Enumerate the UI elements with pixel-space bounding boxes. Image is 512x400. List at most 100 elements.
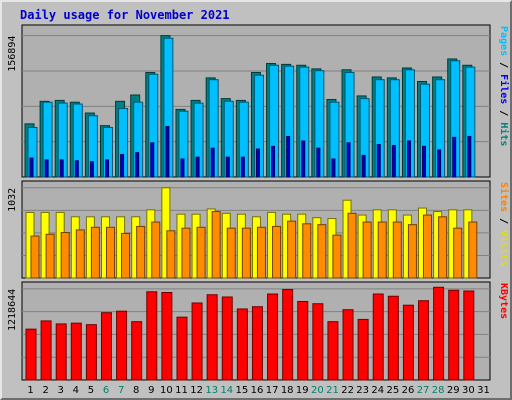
- bar-kbytes-day-30: [463, 290, 475, 381]
- bar-sites-day-25: [392, 221, 402, 279]
- bar-pages-day-25: [391, 144, 396, 178]
- x-tick-label-14: 14: [220, 385, 233, 396]
- x-tick-label-20: 20: [311, 385, 324, 396]
- x-tick-label-3: 3: [58, 385, 64, 396]
- series-label-part: Visits: [498, 230, 510, 266]
- bar-pages-day-11: [180, 158, 185, 178]
- bar-kbytes-day-15: [236, 308, 248, 381]
- x-tick-label-30: 30: [462, 385, 475, 396]
- series-label-part: KBytes: [498, 283, 509, 319]
- series-label-visits-sites: Sites / Visits: [498, 182, 510, 266]
- bar-kbytes-day-10: [161, 291, 173, 381]
- bar-pages-day-23: [361, 154, 366, 178]
- bar-pages-day-24: [376, 144, 381, 178]
- x-tick-label-16: 16: [251, 385, 264, 396]
- bar-pages-day-8: [135, 152, 140, 178]
- x-tick-label-28: 28: [432, 385, 445, 396]
- bar-kbytes-day-16: [251, 306, 263, 381]
- series-label-part: Pages: [498, 26, 509, 56]
- bar-pages-day-17: [271, 145, 276, 178]
- bar-sites-day-27: [423, 214, 433, 279]
- series-label-part: /: [498, 104, 509, 122]
- bar-pages-day-19: [301, 140, 306, 178]
- x-tick-label-31: 31: [477, 385, 490, 396]
- bar-pages-day-20: [316, 147, 321, 178]
- bar-kbytes-day-7: [116, 310, 128, 381]
- bar-kbytes-day-20: [312, 303, 324, 381]
- bar-sites-day-4: [75, 229, 85, 279]
- bar-kbytes-day-17: [267, 293, 279, 381]
- bar-kbytes-day-21: [327, 321, 339, 381]
- bar-sites-day-6: [105, 226, 115, 279]
- x-tick-label-4: 4: [73, 385, 79, 396]
- bar-kbytes-day-26: [402, 304, 414, 381]
- bar-pages-day-30: [467, 135, 472, 178]
- series-label-part: /: [498, 212, 509, 230]
- bar-sites-day-16: [256, 226, 266, 279]
- x-tick-label-6: 6: [103, 385, 109, 396]
- series-label-kbytes: KBytes: [498, 283, 509, 319]
- x-tick-label-15: 15: [236, 385, 249, 396]
- x-tick-label-24: 24: [371, 385, 384, 396]
- x-tick-label-23: 23: [356, 385, 369, 396]
- bar-pages-day-28: [437, 149, 442, 178]
- bar-sites-day-8: [136, 225, 146, 279]
- bar-sites-day-23: [362, 221, 372, 279]
- bar-kbytes-day-3: [55, 323, 67, 381]
- bar-pages-day-14: [225, 156, 230, 178]
- bar-sites-day-19: [302, 223, 312, 279]
- bar-sites-day-21: [332, 234, 342, 279]
- x-tick-label-10: 10: [160, 385, 173, 396]
- x-tick-label-12: 12: [190, 385, 203, 396]
- bar-sites-day-30: [468, 221, 478, 279]
- bar-kbytes-day-5: [85, 324, 97, 381]
- bar-kbytes-day-8: [131, 321, 143, 381]
- x-tick-label-26: 26: [402, 385, 415, 396]
- bar-pages-day-16: [255, 148, 260, 178]
- x-tick-label-29: 29: [447, 385, 460, 396]
- bar-pages-day-27: [422, 145, 427, 178]
- bar-kbytes-day-27: [418, 300, 430, 381]
- bar-kbytes-day-4: [70, 322, 82, 381]
- series-label-hits-files-pages: Pages / Files / Hits: [498, 26, 510, 146]
- bar-kbytes-day-25: [387, 295, 399, 381]
- bar-kbytes-day-22: [342, 309, 354, 381]
- x-tick-label-19: 19: [296, 385, 309, 396]
- bar-pages-day-15: [240, 156, 245, 178]
- y-max-label-kbytes: 1218644: [7, 289, 18, 331]
- bar-pages-day-4: [74, 160, 79, 178]
- bar-kbytes-day-23: [357, 318, 369, 381]
- bar-pages-day-9: [150, 142, 155, 178]
- bar-pages-day-18: [286, 135, 291, 178]
- bar-pages-day-1: [29, 157, 34, 178]
- series-label-part: Sites: [498, 182, 510, 212]
- bar-kbytes-day-14: [221, 296, 233, 381]
- bar-pages-day-21: [331, 158, 336, 178]
- bar-sites-day-3: [60, 232, 70, 279]
- series-label-part: Hits: [498, 122, 510, 146]
- bar-sites-day-7: [121, 232, 131, 279]
- bar-sites-day-22: [347, 212, 357, 279]
- y-max-label-hits-files-pages: 156894: [7, 36, 18, 72]
- x-tick-label-17: 17: [266, 385, 279, 396]
- bar-pages-day-22: [346, 142, 351, 178]
- chart-title: Daily usage for November 2021: [20, 8, 230, 22]
- bar-kbytes-day-2: [40, 320, 52, 381]
- bar-sites-day-1: [30, 235, 40, 279]
- bar-sites-day-26: [407, 224, 417, 279]
- x-tick-label-27: 27: [417, 385, 430, 396]
- bar-kbytes-day-29: [448, 289, 460, 381]
- bar-sites-day-29: [453, 227, 463, 279]
- x-tick-label-7: 7: [118, 385, 124, 396]
- series-label-part: /: [498, 56, 509, 74]
- bar-pages-day-26: [406, 140, 411, 178]
- bar-sites-day-18: [287, 220, 297, 279]
- bar-kbytes-day-18: [282, 289, 294, 381]
- x-tick-label-21: 21: [326, 385, 339, 396]
- bar-kbytes-day-24: [372, 293, 384, 381]
- x-tick-label-22: 22: [341, 385, 354, 396]
- bar-sites-day-10: [166, 230, 176, 279]
- y-max-label-visits-sites: 1032: [7, 188, 18, 212]
- x-tick-label-9: 9: [148, 385, 154, 396]
